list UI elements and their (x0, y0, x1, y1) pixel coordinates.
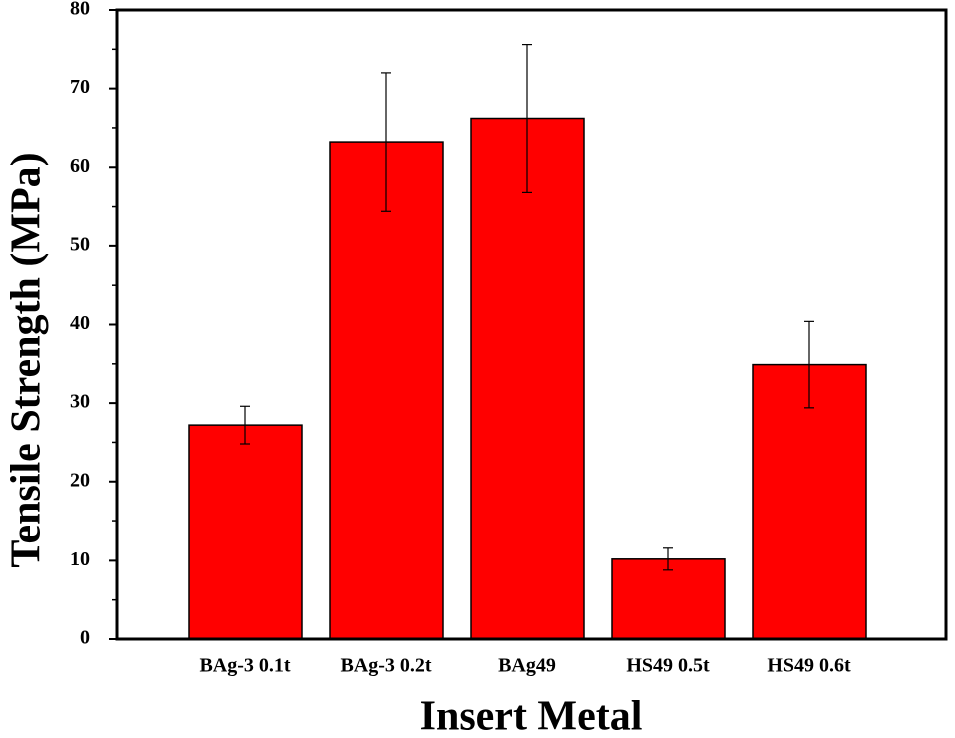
error-bar (804, 320, 814, 409)
x-axis-title: Insert Metal (420, 694, 643, 738)
y-tick-label: 50 (70, 233, 90, 255)
bar (470, 117, 585, 640)
error-bar (522, 43, 532, 194)
x-tick-label: BAg49 (498, 655, 556, 677)
plot-frame (115, 8, 948, 641)
bar (752, 363, 867, 640)
y-tick-label: 60 (70, 155, 90, 177)
y-tick-label: 70 (70, 76, 90, 98)
y-tick-label: 0 (80, 627, 90, 649)
x-tick-label: HS49 0.6t (767, 655, 851, 677)
y-tick-label: 10 (70, 548, 90, 570)
x-tick-label: BAg-3 0.2t (340, 655, 431, 677)
x-tick-label: BAg-3 0.1t (199, 655, 290, 677)
x-tick-label: HS49 0.5t (626, 655, 710, 677)
error-bar (240, 405, 250, 445)
bar (329, 141, 444, 640)
y-axis-title: Tensile Strength (MPa) (4, 152, 50, 567)
y-tick-label: 20 (70, 469, 90, 491)
y-tick-label: 80 (70, 0, 90, 20)
y-tick-label: 30 (70, 391, 90, 413)
bar (611, 558, 726, 640)
bar (188, 424, 303, 640)
y-tick-label: 40 (70, 312, 90, 334)
error-bar (381, 72, 391, 212)
error-bar (663, 547, 673, 571)
